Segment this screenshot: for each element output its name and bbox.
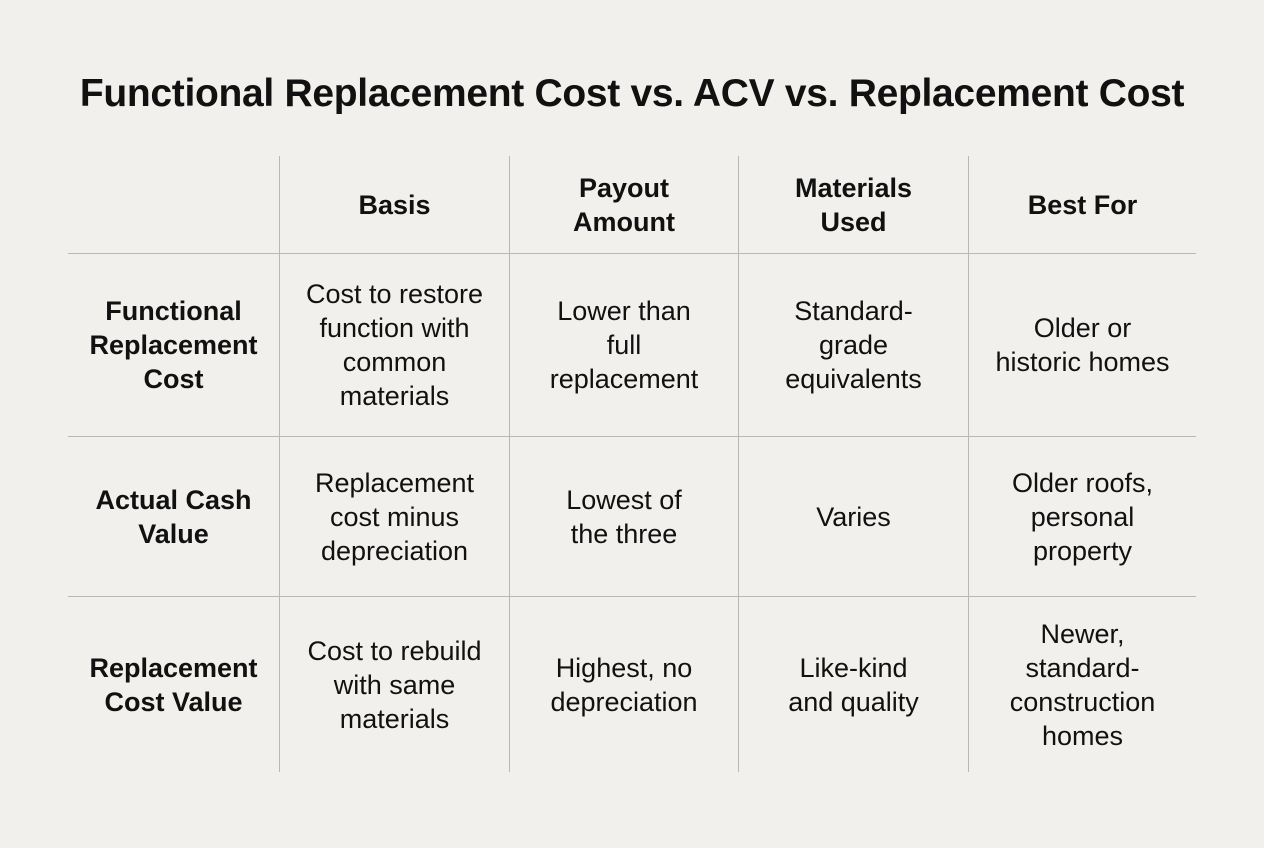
column-header-payout-amount: Payout Amount — [509, 156, 738, 253]
page-title: Functional Replacement Cost vs. ACV vs. … — [79, 72, 1185, 115]
row-header-actual-cash-value: Actual Cash Value — [68, 436, 279, 596]
table-cell: Varies — [738, 436, 968, 596]
column-header-basis: Basis — [279, 156, 509, 253]
table-cell: Older or historic homes — [968, 253, 1196, 436]
table-cell: Standard- grade equivalents — [738, 253, 968, 436]
row-header-functional-replacement-cost: Functional Replacement Cost — [68, 253, 279, 436]
table-cell: Lower than full replacement — [509, 253, 738, 436]
column-header-best-for: Best For — [968, 156, 1196, 253]
row-header-replacement-cost-value: Replacement Cost Value — [68, 596, 279, 772]
column-header-materials-used: Materials Used — [738, 156, 968, 253]
table-cell: Lowest of the three — [509, 436, 738, 596]
table-cell: Cost to restore function with common mat… — [279, 253, 509, 436]
table-cell: Cost to rebuild with same materials — [279, 596, 509, 772]
table-cell: Replacement cost minus depreciation — [279, 436, 509, 596]
table-cell: Like-kind and quality — [738, 596, 968, 772]
table-corner-cell — [68, 156, 279, 253]
table-cell: Highest, no depreciation — [509, 596, 738, 772]
table-cell: Newer, standard- construction homes — [968, 596, 1196, 772]
comparison-table: Basis Payout Amount Materials Used Best … — [68, 156, 1196, 772]
table-cell: Older roofs, personal property — [968, 436, 1196, 596]
